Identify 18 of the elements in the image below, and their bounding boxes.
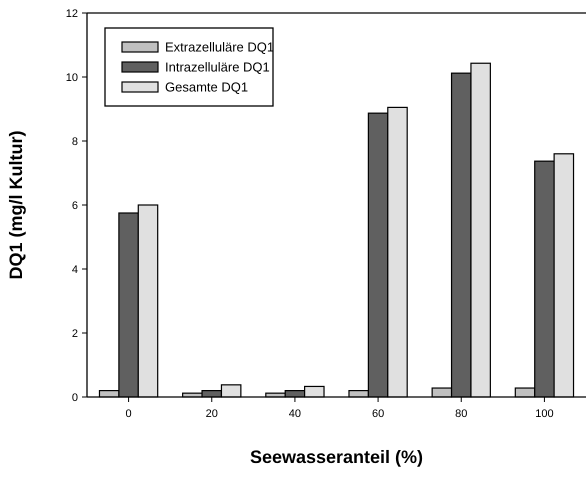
x-tick-label: 20 — [206, 408, 218, 420]
x-tick-label: 100 — [535, 408, 554, 420]
y-axis-title: DQ1 (mg/l Kultur) — [6, 130, 26, 280]
legend-label: Gesamte DQ1 — [165, 80, 248, 95]
y-tick-label: 4 — [72, 264, 78, 276]
y-tick-label: 12 — [66, 8, 78, 20]
x-tick-label: 0 — [126, 408, 132, 420]
x-tick-label: 40 — [288, 408, 302, 420]
x-axis-title: Seewasseranteil (%) — [250, 447, 424, 467]
y-tick-label: 10 — [66, 72, 78, 84]
y-tick-label: 0 — [72, 392, 78, 404]
y-tick-label: 6 — [72, 200, 78, 212]
y-tick-label: 8 — [72, 136, 78, 148]
x-tick-label: 60 — [372, 408, 384, 420]
legend-label: Intrazelluläre DQ1 — [165, 60, 270, 75]
y-tick-label: 2 — [72, 328, 78, 340]
x-tick-label: 80 — [455, 408, 468, 420]
legend-label: Extrazelluläre DQ1 — [165, 40, 274, 55]
